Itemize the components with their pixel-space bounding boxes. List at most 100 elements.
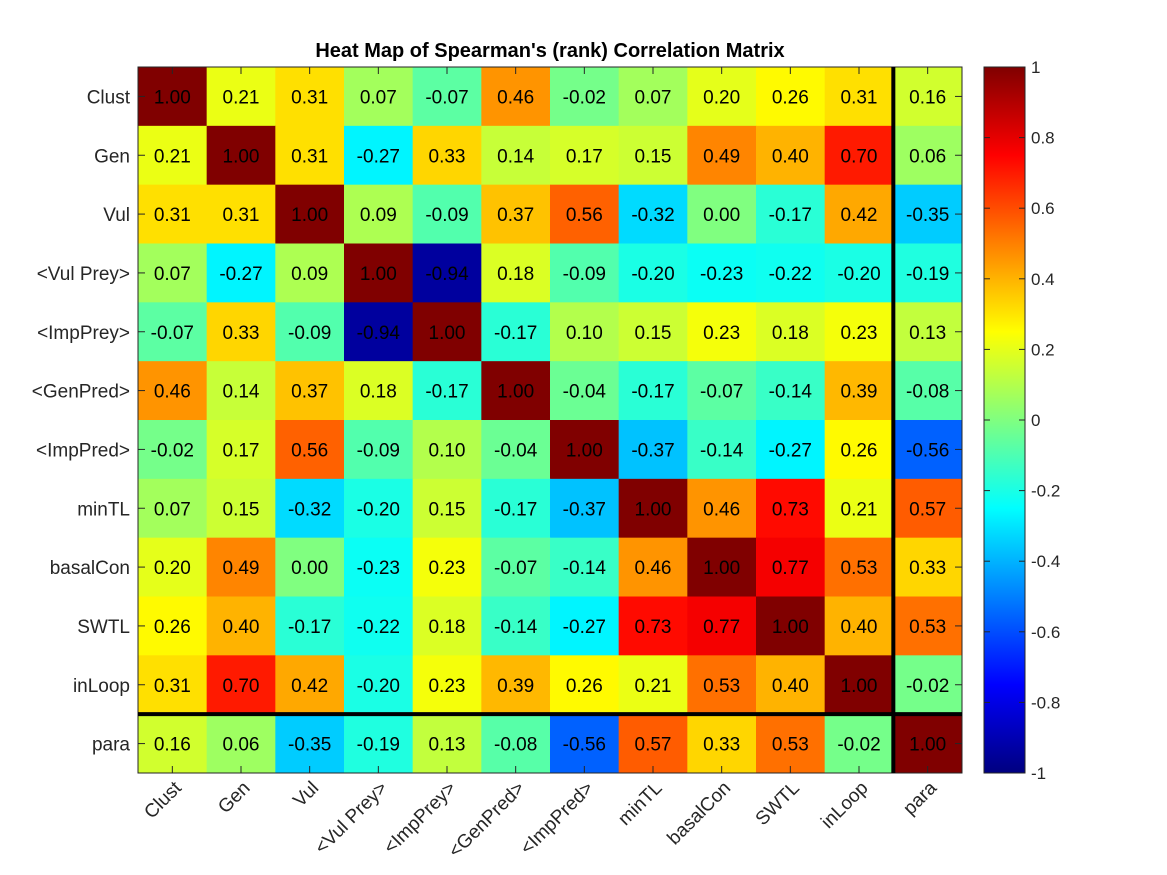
heatmap-cell [412, 67, 482, 127]
heatmap-cell [275, 655, 345, 715]
cell-value-label: 0.40 [772, 146, 809, 167]
cell-value-label: 0.00 [291, 558, 328, 579]
cell-value-label: 0.46 [154, 382, 191, 403]
heatmap-cell [206, 537, 276, 597]
heatmap-cell [893, 714, 963, 774]
heatmap-cell [481, 655, 551, 715]
cell-value-label: 0.07 [360, 87, 397, 108]
cell-value-label: 0.31 [154, 676, 191, 697]
heatmap-cell [344, 361, 414, 421]
heatmap-cell [687, 67, 757, 127]
cell-value-label: 1.00 [841, 676, 878, 697]
heatmap-cell [893, 361, 963, 421]
cell-value-label: 0.46 [635, 558, 672, 579]
cell-value-label: 0.77 [772, 558, 809, 579]
cell-value-label: 0.26 [154, 617, 191, 638]
cell-value-label: 0.33 [223, 323, 260, 344]
heatmap-cell [618, 243, 688, 303]
cell-value-label: -0.32 [631, 205, 674, 226]
heatmap-cell [344, 596, 414, 656]
cell-value-label: -0.22 [769, 264, 812, 285]
heatmap-cell [687, 243, 757, 303]
row-label: inLoop [73, 676, 130, 697]
heatmap-cell [138, 184, 208, 244]
cell-value-label: 0.15 [635, 146, 672, 167]
heatmap-cell [824, 184, 894, 244]
column-label: minTL [614, 778, 666, 830]
cell-value-label: 1.00 [566, 440, 603, 461]
heatmap-cells: 1.00 0.21 0.31 0.07 -0.07 0.46 -0.02 0.07 0.20 0.… [137, 66, 963, 774]
heatmap-cell [206, 478, 276, 539]
cell-value-label: 0.42 [291, 676, 328, 697]
heatmap-cell [687, 478, 757, 539]
row-label: SWTL [77, 617, 130, 638]
cell-value-label: -0.35 [906, 205, 949, 226]
row-label: minTL [77, 499, 130, 520]
heatmap-cell [206, 420, 276, 480]
heatmap-cell [550, 537, 620, 597]
heatmap-cell [412, 125, 482, 186]
heatmap-cell [824, 67, 894, 127]
colorbar-tick-label: 0.6 [1031, 199, 1055, 218]
heatmap-cell [756, 243, 826, 303]
heatmap-cell [344, 714, 414, 774]
heatmap-cell [275, 67, 345, 127]
cell-value-label: -0.17 [769, 205, 812, 226]
heatmap-cell [824, 302, 894, 362]
heatmap-cell [687, 655, 757, 715]
heatmap-cell [550, 478, 620, 539]
cell-value-label: -0.09 [357, 440, 400, 461]
cell-value-label: 0.31 [291, 146, 328, 167]
cell-value-label: 0.39 [841, 382, 878, 403]
heatmap-cell [138, 537, 208, 597]
heatmap-cell [275, 302, 345, 362]
heatmap-cell [481, 420, 551, 480]
cell-value-label: 0.21 [635, 676, 672, 697]
heatmap-cell [481, 596, 551, 656]
cell-value-label: 0.14 [223, 382, 260, 403]
cell-value-label: -0.35 [288, 735, 331, 756]
heatmap-cell [138, 655, 208, 715]
heatmap-cell [893, 655, 963, 715]
row-label: Clust [87, 87, 131, 108]
cell-value-label: 0.56 [291, 440, 328, 461]
cell-value-label: -0.56 [906, 440, 949, 461]
cell-value-label: -0.14 [769, 382, 813, 403]
cell-value-label: -0.07 [700, 382, 743, 403]
heatmap-cell [412, 243, 482, 303]
row-labels: Clust Gen Vul <Vul Prey> <ImpPrey> <GenPred> <… [32, 87, 962, 756]
cell-value-label: 0.53 [909, 617, 946, 638]
cell-value-label: -0.20 [837, 264, 880, 285]
cell-value-label: 1.00 [635, 499, 672, 520]
cell-value-label: 0.46 [703, 499, 740, 520]
cell-value-label: 0.31 [291, 87, 328, 108]
cell-value-label: 0.57 [635, 735, 672, 756]
heatmap-cell [138, 361, 208, 421]
heatmap-cell [824, 361, 894, 421]
heatmap-cell [481, 537, 551, 597]
heatmap-cell [756, 537, 826, 597]
cell-value-label: -0.09 [425, 205, 468, 226]
heatmap-cell [824, 125, 894, 186]
cell-value-label: -0.09 [563, 264, 606, 285]
heatmap-cell [138, 243, 208, 303]
column-label: <ImpPred> [517, 778, 598, 859]
cell-value-label: -0.27 [769, 440, 812, 461]
heatmap-cell [275, 361, 345, 421]
cell-value-label: -0.07 [151, 323, 194, 344]
colorbar-tick-label: 0.4 [1031, 270, 1055, 289]
heatmap-cell [893, 184, 963, 244]
cell-value-label: 0.37 [291, 382, 328, 403]
row-label: <Vul Prey> [37, 264, 130, 285]
heatmap-cell [344, 420, 414, 480]
heatmap-cell [206, 125, 276, 186]
cell-value-label: -0.20 [631, 264, 674, 285]
cell-value-label: -0.23 [700, 264, 743, 285]
cell-value-label: 0.21 [841, 499, 878, 520]
cell-value-label: 0.16 [909, 87, 946, 108]
heatmap-cell [206, 714, 276, 774]
heatmap-cell [550, 243, 620, 303]
cell-value-label: 0.17 [566, 146, 603, 167]
heatmap-cell [618, 537, 688, 597]
